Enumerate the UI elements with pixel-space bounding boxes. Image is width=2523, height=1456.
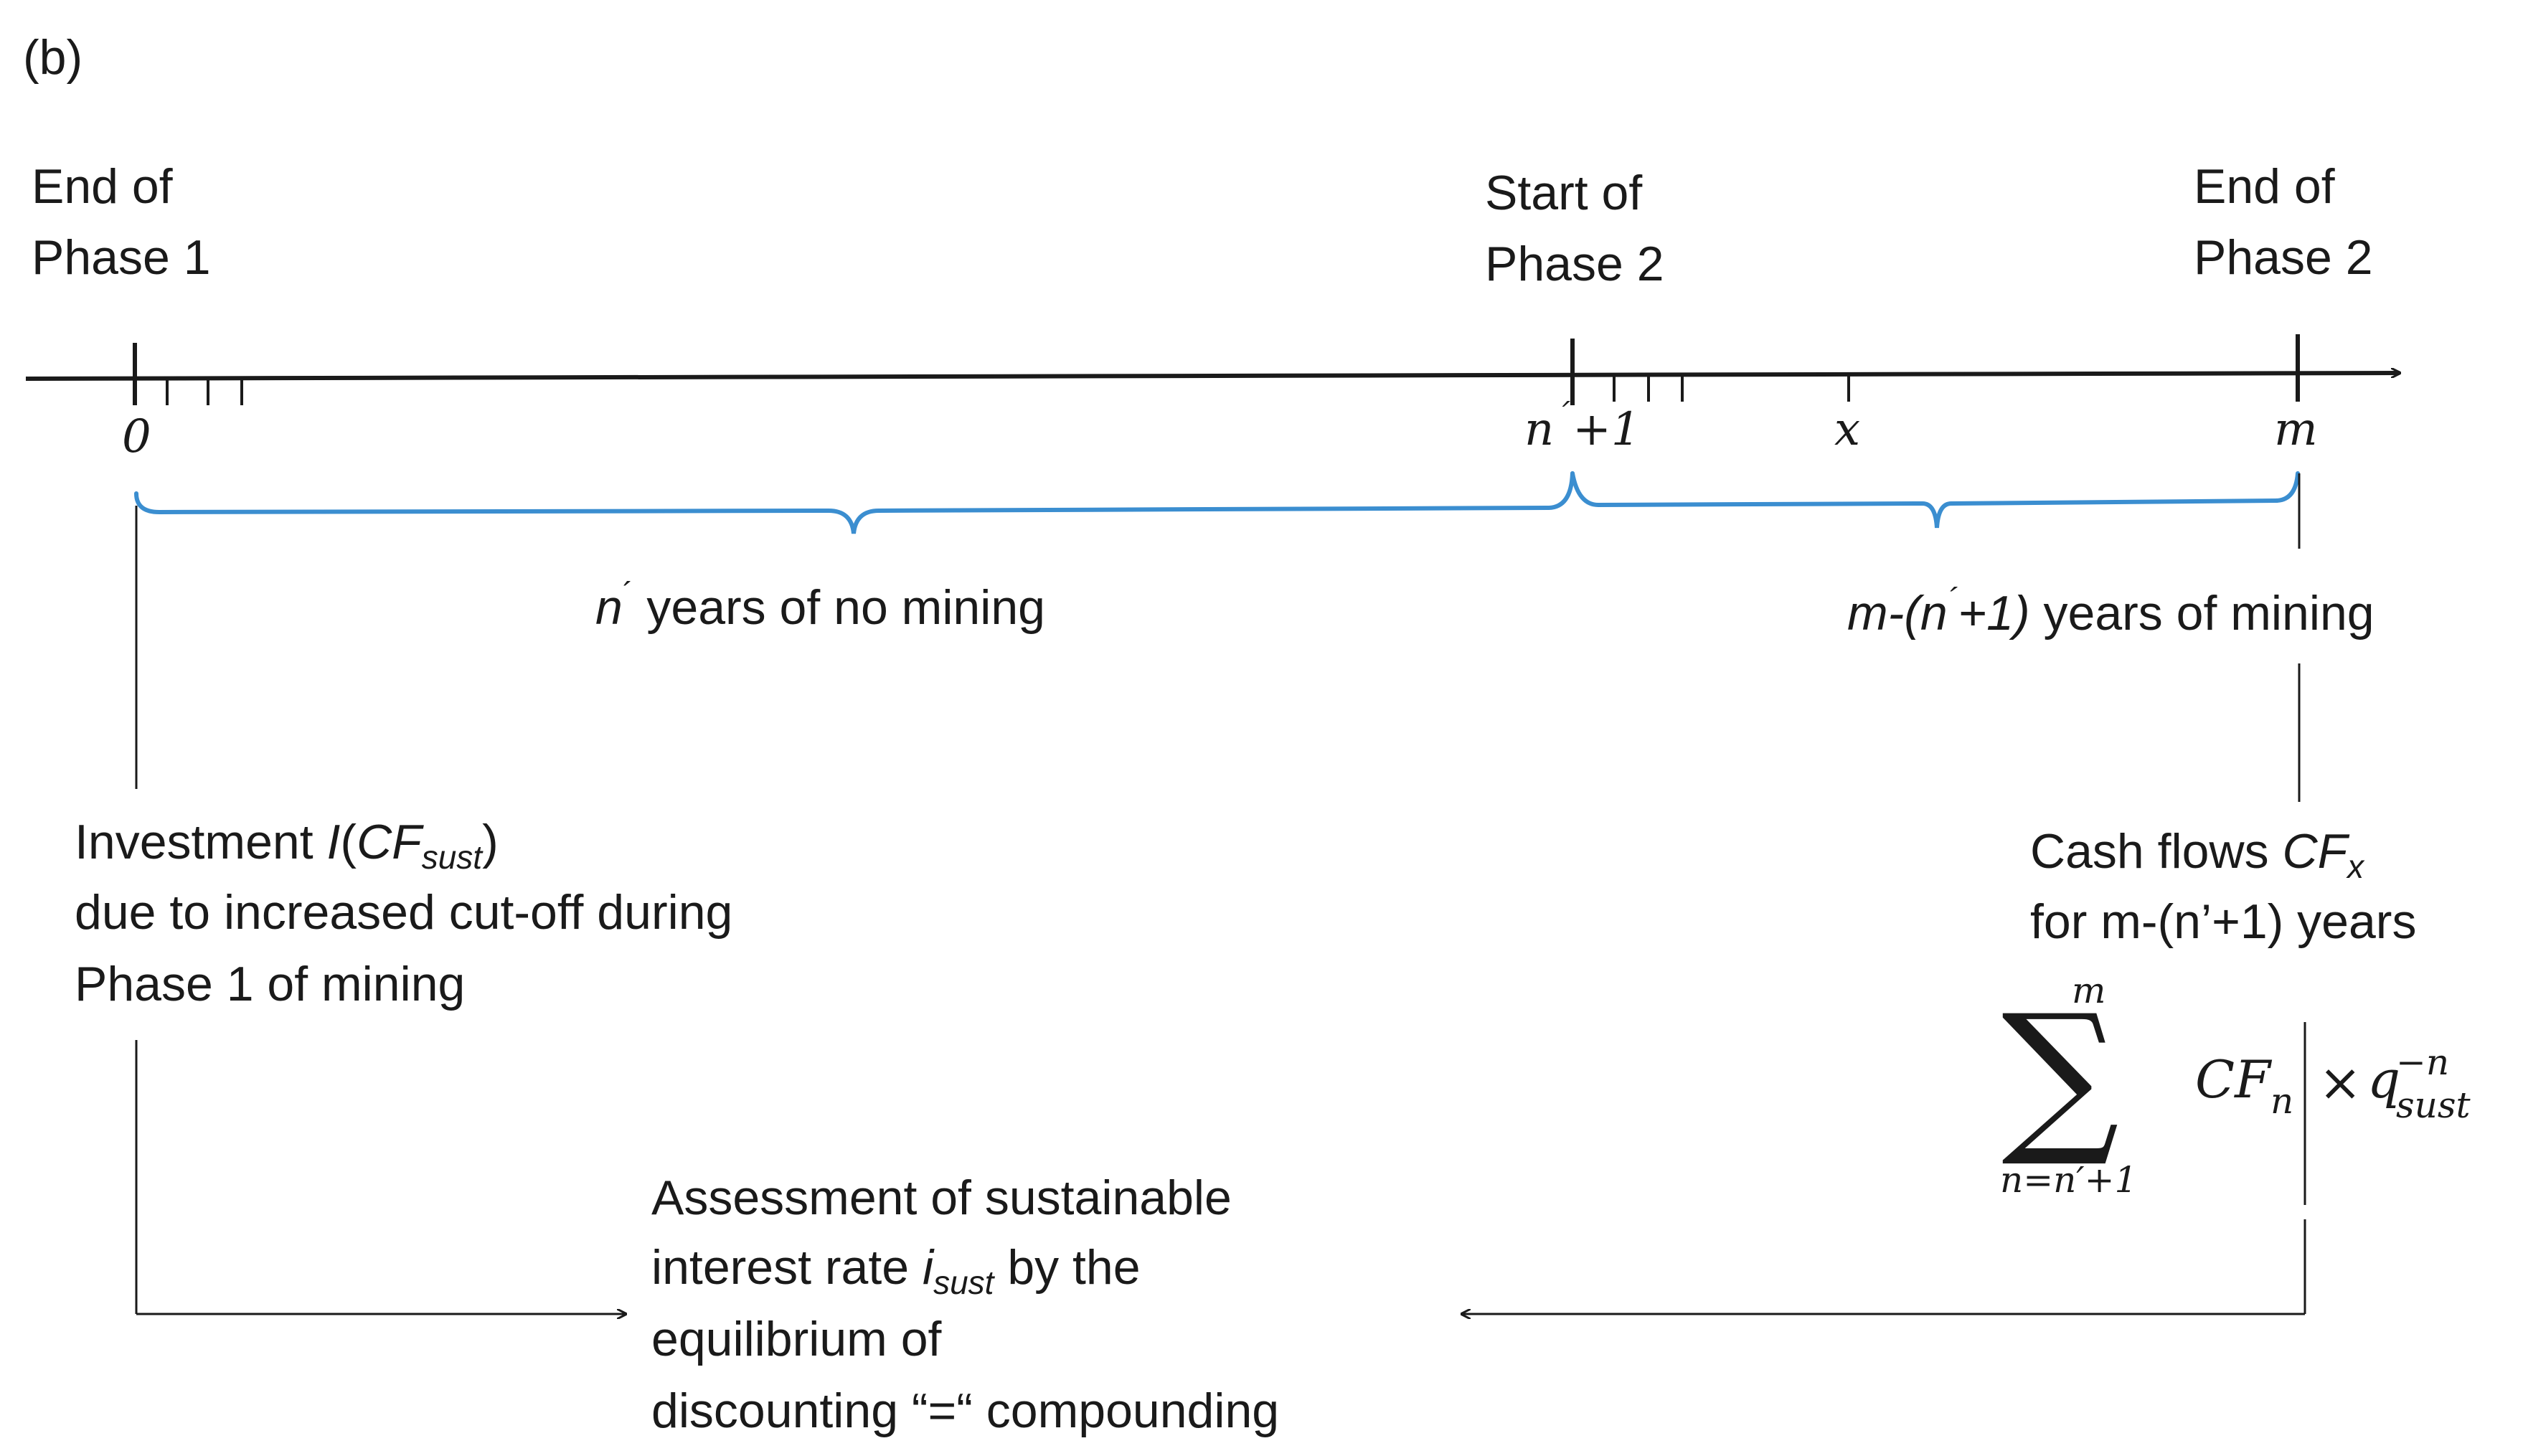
formula-q-sup: −n [2396, 1041, 2449, 1083]
assessment-sub: sust [933, 1264, 996, 1301]
assessment-i: i [923, 1240, 935, 1295]
assessment-line2: interest rate isust by the [651, 1240, 1141, 1301]
assessment-rest: by the [994, 1240, 1140, 1295]
formula-CF-sub: n [2270, 1080, 2293, 1122]
timeline-axis [25, 334, 2400, 405]
formula-lower-limit: n=n′+1 [2000, 1159, 2137, 1201]
milestone-end-phase1: End of Phase 1 [32, 159, 211, 285]
brace-mining [1570, 471, 2300, 529]
assessment-line1: Assessment of sustainable [651, 1171, 1232, 1225]
axis-label-n-suffix: +1 [1572, 403, 1640, 456]
no-mining-n: n [595, 580, 623, 635]
milestone-end-phase1-line2: Phase 1 [32, 230, 211, 285]
formula-term: CFn [2195, 1049, 2293, 1122]
investment-block: Investment I(CFsust) due to increased cu… [75, 815, 732, 1011]
axis-label-n-prime-plus-one: n´+1 [1524, 397, 1641, 456]
investment-CF: CF [357, 815, 424, 869]
formula-sigma: ∑ [2001, 980, 2119, 1171]
investment-line3: Phase 1 of mining [75, 957, 465, 1011]
cashflows-sub: x [2346, 848, 2365, 885]
formula-q-sub: sust [2396, 1084, 2471, 1126]
mining-mark: ´ [1948, 582, 1958, 617]
investment-I: I [327, 815, 341, 869]
milestone-start-phase2-line2: Phase 2 [1485, 237, 1664, 291]
mining-text: years of mining [2030, 586, 2375, 640]
brace-label-mining: m-(n´+1) years of mining [1847, 582, 2375, 640]
milestone-end-phase1-line1: End of [32, 159, 173, 214]
cashflows-CF: CF [2282, 824, 2349, 879]
assessment-text: interest rate [651, 1240, 923, 1295]
cashflows-block: Cash flows CFx for m-(n’+1) years [2030, 824, 2416, 949]
assessment-line3: equilibrium of [651, 1312, 942, 1366]
axis-label-n-sym: n [1524, 403, 1554, 456]
milestone-end-phase2-line2: Phase 2 [2194, 230, 2373, 285]
milestone-end-phase2: End of Phase 2 [2194, 159, 2373, 285]
investment-paren-open: ( [340, 815, 357, 869]
axis-label-m: m [2274, 403, 2318, 456]
investment-paren-close: ) [482, 815, 499, 869]
formula-times: × [2319, 1052, 2362, 1112]
brace-label-no-mining: n´ years of no mining [595, 576, 1045, 635]
axis-line [25, 373, 2400, 381]
mining-suffix: +1) [1958, 586, 2029, 640]
axis-label-zero: 0 [122, 410, 151, 463]
axis-label-n-mark: ´ [1554, 397, 1570, 434]
formula-CF: CF [2195, 1049, 2273, 1110]
axis-label-x: x [1834, 403, 1860, 456]
investment-line1: Investment I(CFsust) [75, 815, 499, 876]
brace-no-mining [134, 471, 1575, 534]
discount-formula: m ∑ n=n′+1 CFn × q −n sust [2000, 970, 2471, 1201]
panel-label: (b) [23, 30, 82, 85]
no-mining-mark: ´ [623, 576, 633, 611]
cashflows-line1: Cash flows CFx [2030, 824, 2365, 885]
milestone-end-phase2-line1: End of [2194, 159, 2335, 214]
assessment-block: Assessment of sustainable interest rate … [651, 1171, 1279, 1438]
assessment-line4: discounting “=“ compounding [651, 1384, 1279, 1438]
investment-text: Investment [75, 815, 327, 869]
no-mining-text: years of no mining [633, 580, 1045, 635]
braces [134, 471, 2300, 534]
formula-upper-limit: m [2072, 970, 2105, 1011]
formula-q: q [2367, 1049, 2400, 1110]
milestone-start-phase2: Start of Phase 2 [1485, 166, 1664, 291]
investment-sub: sust [422, 838, 484, 876]
connectors [135, 473, 2306, 1314]
investment-line2: due to increased cut-off during [75, 885, 732, 940]
cashflows-line2: for m-(n’+1) years [2030, 894, 2416, 949]
cashflows-text: Cash flows [2030, 824, 2282, 879]
mining-prefix: m-(n [1847, 586, 1948, 640]
milestone-start-phase2-line1: Start of [1485, 166, 1642, 220]
